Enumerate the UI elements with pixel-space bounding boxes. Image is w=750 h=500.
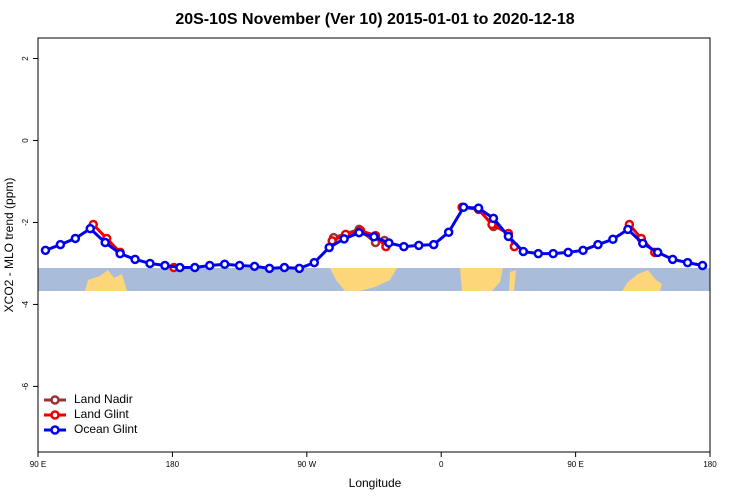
point xyxy=(40,245,51,256)
point xyxy=(70,233,81,244)
point xyxy=(324,242,334,253)
point xyxy=(384,238,394,248)
point xyxy=(55,239,66,250)
point xyxy=(667,254,678,265)
point xyxy=(652,247,663,258)
legend-label: Ocean Glint xyxy=(74,422,138,436)
point xyxy=(503,231,514,242)
x-tick-label: 90 E xyxy=(567,460,583,469)
y-tick-label: -6 xyxy=(21,382,30,390)
point xyxy=(294,263,305,274)
point xyxy=(428,239,439,250)
point xyxy=(354,227,364,238)
y-tick-label: -4 xyxy=(21,300,30,308)
legend-label: Land Nadir xyxy=(74,392,133,406)
point xyxy=(563,247,573,258)
x-tick-label: 90 E xyxy=(30,460,46,469)
point xyxy=(518,246,529,257)
point xyxy=(100,237,110,248)
land-patch xyxy=(460,268,503,291)
y-axis-label: XCO2 - MLO trend (ppm) xyxy=(2,178,16,313)
point xyxy=(219,259,230,270)
x-tick-label: 180 xyxy=(166,460,180,469)
point xyxy=(458,202,469,213)
x-tick-label: 0 xyxy=(439,460,444,469)
point xyxy=(249,261,260,272)
point xyxy=(130,254,140,265)
land-patch xyxy=(330,268,397,291)
point xyxy=(115,248,125,259)
chart-title: 20S-10S November (Ver 10) 2015-01-01 to … xyxy=(175,11,574,28)
point xyxy=(638,238,648,249)
point xyxy=(309,257,320,268)
point xyxy=(279,262,290,273)
point xyxy=(623,224,633,235)
point xyxy=(488,213,499,224)
point xyxy=(190,262,200,273)
point xyxy=(160,260,170,271)
point xyxy=(399,241,409,252)
land-patch xyxy=(622,270,662,291)
point xyxy=(264,263,275,274)
point xyxy=(593,239,603,250)
legend-label: Land Glint xyxy=(74,407,129,421)
point xyxy=(369,232,379,242)
legend-marker xyxy=(50,425,60,435)
point xyxy=(533,248,544,259)
x-tick-label: 90 W xyxy=(297,460,316,469)
y-tick-label: 0 xyxy=(21,138,30,143)
legend-marker xyxy=(50,395,60,405)
x-tick-label: 180 xyxy=(703,460,717,469)
y-tick-label: -2 xyxy=(21,218,30,226)
point xyxy=(85,223,96,234)
legend-marker xyxy=(50,410,60,420)
point xyxy=(548,248,558,259)
land-patch xyxy=(509,270,516,291)
plot-frame xyxy=(37,37,711,453)
point xyxy=(682,257,693,268)
point xyxy=(234,260,245,271)
y-tick-label: 2 xyxy=(21,56,30,61)
point xyxy=(175,262,185,273)
point xyxy=(443,227,454,238)
point xyxy=(145,258,155,269)
point xyxy=(473,203,484,213)
point xyxy=(414,240,424,251)
land-mask xyxy=(38,268,710,291)
x-axis-label: Longitude xyxy=(349,476,402,490)
point xyxy=(339,234,349,244)
point xyxy=(204,260,215,271)
point xyxy=(697,260,708,271)
point xyxy=(578,245,588,256)
land-patch xyxy=(85,270,127,291)
series xyxy=(40,202,708,274)
point xyxy=(608,234,618,245)
